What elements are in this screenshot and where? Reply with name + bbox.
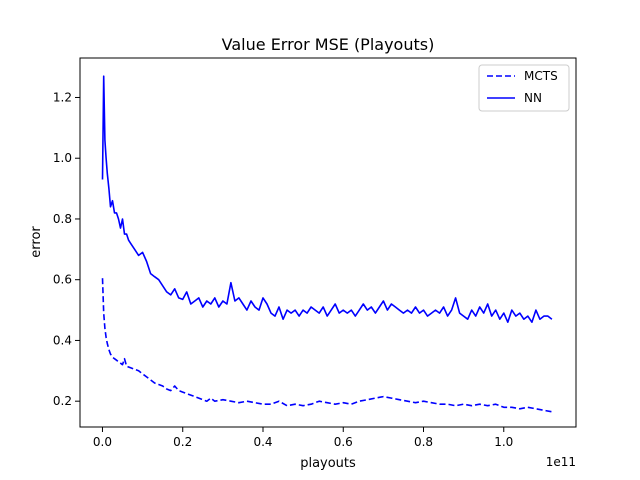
legend: MCTS NN: [478, 64, 570, 112]
x-axis-label: playouts: [300, 456, 356, 471]
y-tick-label: 1.0: [53, 151, 72, 165]
y-tick-label: 0.6: [53, 273, 72, 287]
axes-frame: [79, 57, 577, 428]
x-tick-label: 0.2: [173, 435, 192, 449]
x-tick-label: 0.6: [334, 435, 353, 449]
x-tick-label: 0.4: [253, 435, 272, 449]
x-tick-label: 0.8: [414, 435, 433, 449]
x-tick-label: 0.0: [93, 435, 112, 449]
series-line-mcts: [101, 278, 553, 413]
x-tick-label: 1.0: [494, 435, 513, 449]
series-line-nn: [101, 75, 553, 323]
x-axis-offset-label: 1e11: [546, 455, 576, 469]
legend-label-mcts: MCTS: [524, 69, 558, 83]
series-layer: [101, 75, 553, 413]
y-tick-label: 0.4: [53, 333, 72, 347]
y-tick-label: 1.2: [53, 90, 72, 104]
y-axis-label: error: [29, 226, 44, 258]
y-tick-label: 0.8: [53, 212, 72, 226]
y-tick-label: 0.2: [53, 394, 72, 408]
chart-title: Value Error MSE (Playouts): [222, 35, 435, 54]
x-axis-ticks: 0.0 0.2 0.4 0.6 0.8 1.0: [93, 427, 513, 449]
plot-area: [79, 57, 577, 428]
y-axis-ticks: 0.2 0.4 0.6 0.8 1.0 1.2: [53, 90, 80, 408]
legend-label-nn: NN: [524, 91, 542, 105]
